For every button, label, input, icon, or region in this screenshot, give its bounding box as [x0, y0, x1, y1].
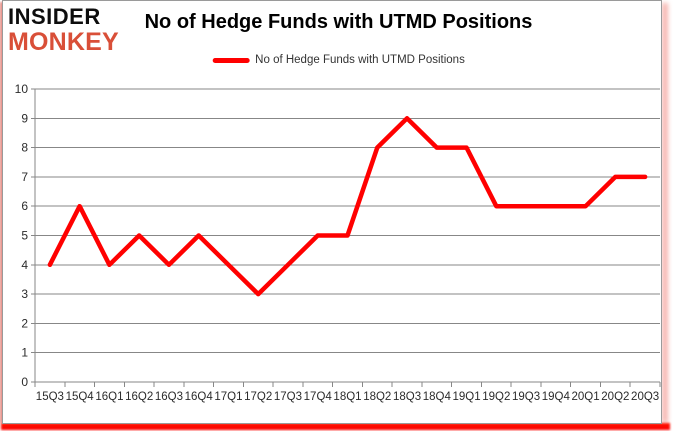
y-axis-label: 1 — [21, 346, 28, 360]
insider-monkey-logo: INSIDER MONKEY — [8, 6, 119, 55]
x-axis-label: 18Q2 — [363, 391, 391, 403]
x-axis-label: 18Q1 — [333, 391, 361, 403]
x-axis-label: 16Q4 — [185, 391, 214, 403]
x-axis-label: 16Q2 — [125, 391, 153, 403]
y-axis-label: 6 — [21, 199, 28, 213]
red-glow-bottom — [1, 423, 670, 430]
x-axis-label: 19Q2 — [482, 391, 510, 403]
x-axis-label: 15Q3 — [36, 391, 64, 403]
x-axis-label: 17Q1 — [214, 391, 242, 403]
logo-insider-text: INSIDER — [8, 4, 101, 29]
y-axis-label: 10 — [15, 82, 29, 96]
x-axis-label: 16Q1 — [95, 391, 123, 403]
y-axis-label: 0 — [21, 375, 28, 389]
x-axis-label: 19Q1 — [452, 391, 480, 403]
x-axis-label: 18Q3 — [393, 391, 421, 403]
y-axis-label: 5 — [21, 229, 28, 243]
red-glow-left — [0, 2, 3, 423]
chart-title: No of Hedge Funds with UTMD Positions — [144, 11, 533, 33]
x-axis-label: 20Q3 — [631, 391, 659, 403]
legend-label: No of Hedge Funds with UTMD Positions — [255, 54, 465, 66]
y-axis-label: 2 — [21, 316, 28, 330]
legend: No of Hedge Funds with UTMD Positions — [212, 54, 465, 66]
legend-line-swatch — [212, 57, 250, 63]
logo-monkey-text: MONKEY — [8, 28, 119, 56]
x-axis-label: 20Q2 — [601, 391, 629, 403]
x-axis-label: 19Q3 — [512, 391, 540, 403]
x-axis-label: 20Q1 — [572, 391, 600, 403]
y-axis-label: 7 — [21, 170, 28, 184]
x-axis-label: 17Q4 — [304, 391, 333, 403]
x-axis-label: 19Q4 — [542, 391, 571, 403]
x-axis-label: 18Q4 — [423, 391, 452, 403]
y-axis-label: 4 — [21, 258, 28, 272]
data-series-line — [47, 116, 648, 297]
y-axis-label: 3 — [21, 287, 28, 301]
x-axis-label: 17Q3 — [274, 391, 302, 403]
chart-surface — [2, 0, 662, 424]
red-glow-right — [662, 3, 668, 423]
x-axis-label: 17Q2 — [244, 391, 272, 403]
x-axis-label: 15Q4 — [66, 391, 95, 403]
y-axis-label: 8 — [21, 141, 28, 155]
x-axis-label: 16Q3 — [155, 391, 183, 403]
y-axis-label: 9 — [21, 111, 28, 125]
